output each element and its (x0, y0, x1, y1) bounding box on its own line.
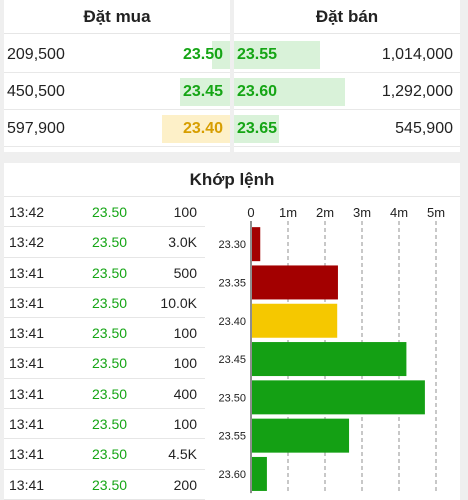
match-volume: 4.5K (168, 446, 197, 463)
match-price: 23.50 (92, 446, 128, 463)
ask-price: 23.60 (237, 83, 278, 100)
match-row[interactable]: 13:42 23.50 100 (4, 197, 205, 228)
match-price: 23.50 (92, 234, 128, 251)
bid-depth-bar (162, 115, 230, 143)
match-time: 13:41 (9, 264, 45, 281)
match-time: 13:41 (9, 385, 45, 402)
match-time: 13:41 (9, 325, 45, 342)
x-tick-label: 3m (353, 208, 371, 220)
match-row[interactable]: 13:41 23.50 500 (4, 258, 205, 288)
x-tick-label: 5m (427, 208, 445, 220)
x-tick-label: 4m (390, 208, 408, 220)
match-price: 23.50 (92, 476, 128, 493)
match-price: 23.50 (92, 416, 128, 433)
bid-row[interactable]: 450,500 23.45 (4, 74, 230, 110)
price-volume-bar (252, 380, 425, 415)
ask-price: 23.65 (237, 120, 278, 137)
match-row[interactable]: 13:41 23.50 100 (4, 409, 205, 440)
bid-depth-bar (180, 78, 230, 106)
match-volume: 100 (173, 355, 197, 372)
match-price: 23.50 (92, 325, 128, 342)
match-volume: 100 (173, 204, 197, 220)
match-price: 23.50 (92, 355, 128, 372)
bid-panel: Đặt mua 209,500 23.50 450,500 23.45 597,… (4, 0, 230, 152)
price-tick-label: 23.35 (218, 277, 246, 289)
match-row[interactable]: 13:41 23.50 4.5K (4, 439, 205, 470)
match-title: Khớp lệnh (4, 163, 460, 197)
match-volume: 10.0K (160, 294, 197, 311)
match-price: 23.50 (92, 264, 128, 281)
price-volume-bar (252, 342, 407, 377)
ask-price: 23.55 (237, 46, 278, 63)
bid-price: 23.50 (182, 46, 223, 63)
bid-price: 23.45 (182, 83, 223, 100)
match-time: 13:41 (9, 294, 45, 311)
price-volume-bar (252, 418, 350, 453)
match-volume: 500 (173, 264, 197, 281)
bid-row[interactable]: 209,500 23.50 (4, 37, 230, 73)
match-volume: 100 (173, 325, 197, 342)
x-tick-label: 2m (316, 208, 334, 220)
ask-panel: Đặt bán 23.55 1,014,000 23.60 1,292,000 … (234, 0, 460, 152)
price-tick-label: 23.60 (218, 469, 246, 481)
match-panel: Khớp lệnh 13:42 23.50 100 13:42 23.50 3.0K 13:… (4, 163, 460, 500)
x-tick-label: 1m (279, 208, 297, 220)
ask-volume: 545,900 (395, 120, 453, 137)
match-time: 13:41 (9, 416, 45, 433)
match-row[interactable]: 13:41 23.50 400 (4, 379, 205, 410)
ask-row[interactable]: 23.55 1,014,000 (234, 37, 460, 73)
price-volume-bar (252, 265, 338, 300)
ask-title: Đặt bán (234, 0, 460, 34)
match-row[interactable]: 13:41 23.50 200 (4, 470, 205, 500)
match-row[interactable]: 13:42 23.50 3.0K (4, 227, 205, 258)
bid-depth-bar (212, 41, 230, 69)
match-volume: 100 (173, 416, 197, 433)
ask-depth-bar (234, 115, 279, 143)
bid-volume: 209,500 (7, 46, 65, 63)
ask-volume: 1,292,000 (381, 83, 453, 100)
x-tick-label: 0 (247, 208, 254, 220)
price-tick-label: 23.40 (218, 316, 246, 328)
price-volume-bar (252, 303, 338, 338)
match-row[interactable]: 13:41 23.50 100 (4, 348, 205, 379)
match-volume: 400 (173, 385, 197, 402)
match-price: 23.50 (92, 385, 128, 402)
match-time: 13:42 (9, 204, 45, 220)
price-volume-bar (252, 227, 261, 262)
ask-volume: 1,014,000 (381, 46, 453, 63)
price-tick-label: 23.30 (218, 239, 246, 251)
match-time: 13:41 (9, 446, 45, 463)
match-row[interactable]: 13:41 23.50 10.0K (4, 288, 205, 319)
price-tick-label: 23.45 (218, 354, 246, 366)
bid-title: Đặt mua (4, 0, 230, 34)
price-tick-label: 23.55 (218, 431, 246, 443)
match-time: 13:41 (9, 476, 45, 493)
bid-price: 23.40 (182, 120, 223, 137)
bid-volume: 597,900 (7, 120, 65, 137)
match-row[interactable]: 13:41 23.50 100 (4, 318, 205, 349)
price-volume-bar (252, 456, 267, 491)
match-volume: 200 (173, 476, 197, 493)
match-price: 23.50 (92, 294, 128, 311)
match-volume: 3.0K (168, 234, 197, 251)
match-list[interactable]: 13:42 23.50 100 13:42 23.50 3.0K 13:41 23.50 500… (4, 197, 205, 500)
bid-row[interactable]: 597,900 23.40 (4, 111, 230, 147)
match-time: 13:41 (9, 355, 45, 372)
bid-volume: 450,500 (7, 83, 65, 100)
price-tick-label: 23.50 (218, 392, 246, 404)
volume-by-price-chart: 0 1m 2m 3m 4m 5m 23.30 23.35 23.40 23.45 23.50 23.5… (218, 208, 445, 494)
match-price: 23.50 (92, 204, 128, 220)
ask-depth-bar (234, 41, 320, 69)
ask-depth-bar (234, 78, 345, 106)
match-time: 13:42 (9, 234, 45, 251)
ask-row[interactable]: 23.60 1,292,000 (234, 74, 460, 110)
ask-row[interactable]: 23.65 545,900 (234, 111, 460, 147)
